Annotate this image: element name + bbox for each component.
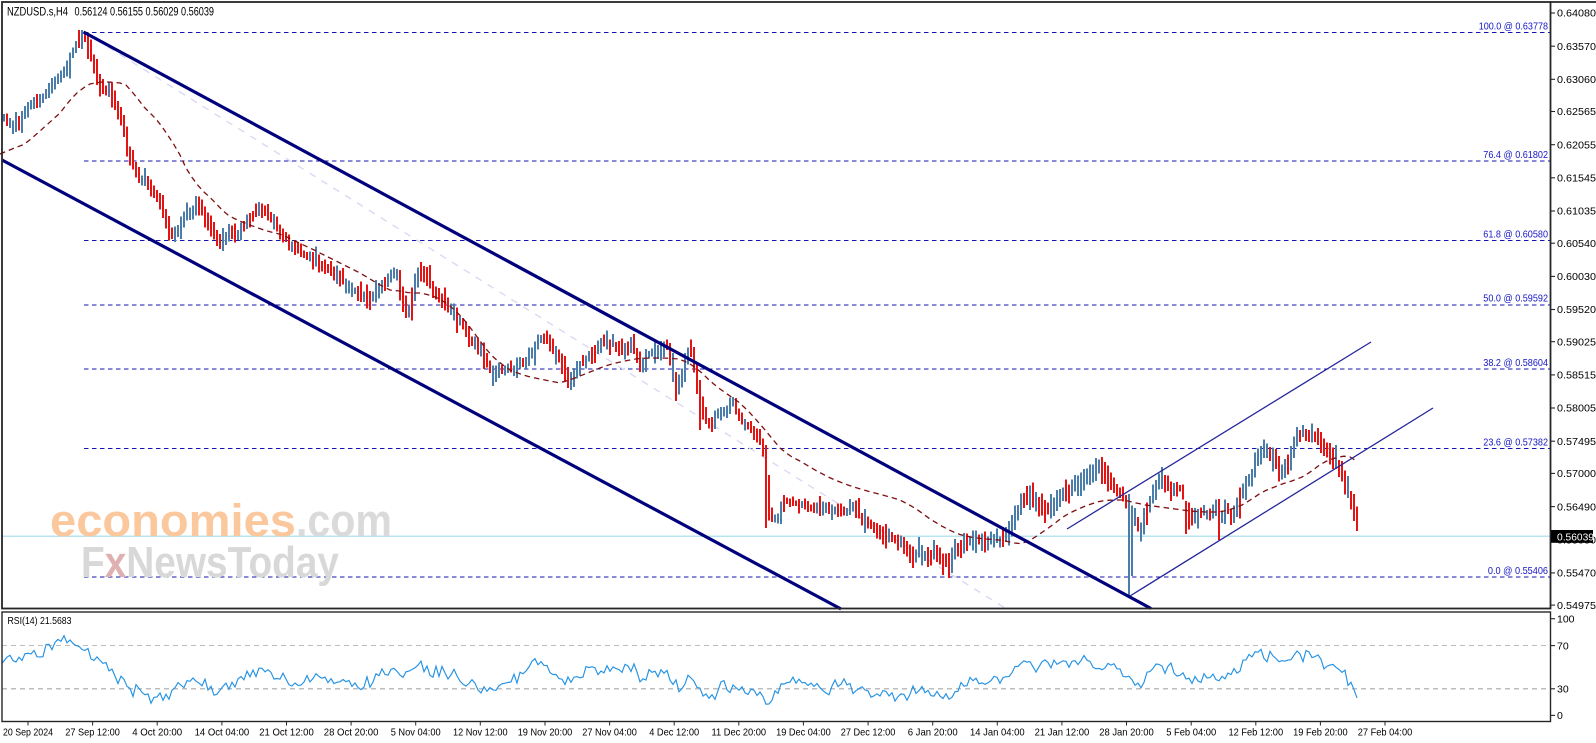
svg-text:0.58005: 0.58005 — [1557, 403, 1596, 415]
svg-text:economies: economies — [50, 495, 296, 546]
svg-text:28 Oct 20:00: 28 Oct 20:00 — [324, 727, 379, 739]
svg-text:61.8 @ 0.60580: 61.8 @ 0.60580 — [1483, 228, 1548, 240]
svg-text:0.61035: 0.61035 — [1557, 206, 1596, 218]
svg-text:100: 100 — [1557, 613, 1575, 625]
svg-text:27 Nov 04:00: 27 Nov 04:00 — [582, 727, 637, 739]
svg-text:27 Sep 12:00: 27 Sep 12:00 — [65, 727, 120, 739]
svg-text:0.64080: 0.64080 — [1557, 8, 1596, 20]
svg-text:14 Jan 04:00: 14 Jan 04:00 — [970, 727, 1025, 739]
svg-text:0.58515: 0.58515 — [1557, 370, 1596, 382]
svg-text:0.56490: 0.56490 — [1557, 501, 1596, 513]
svg-text:23.6 @ 0.57382: 23.6 @ 0.57382 — [1483, 436, 1548, 448]
svg-text:0.57000: 0.57000 — [1557, 468, 1596, 480]
svg-text:21 Oct 12:00: 21 Oct 12:00 — [259, 727, 314, 739]
svg-text:5 Nov 04:00: 5 Nov 04:00 — [391, 727, 441, 739]
svg-text:6 Jan 20:00: 6 Jan 20:00 — [908, 727, 958, 739]
svg-text:0.62055: 0.62055 — [1557, 139, 1596, 151]
svg-text:0.57495: 0.57495 — [1557, 436, 1596, 448]
svg-text:0.60030: 0.60030 — [1557, 271, 1596, 283]
svg-text:12 Nov 12:00: 12 Nov 12:00 — [453, 727, 508, 739]
svg-text:27 Feb 04:00: 27 Feb 04:00 — [1358, 727, 1413, 739]
svg-text:0.63060: 0.63060 — [1557, 74, 1596, 86]
svg-text:4 Oct 20:00: 4 Oct 20:00 — [132, 727, 182, 739]
svg-text:0.54975: 0.54975 — [1557, 600, 1596, 612]
svg-text:100.0 @ 0.63778: 100.0 @ 0.63778 — [1479, 20, 1548, 32]
svg-text:0: 0 — [1557, 710, 1563, 722]
svg-text:0.61545: 0.61545 — [1557, 173, 1596, 185]
svg-text:11 Dec 20:00: 11 Dec 20:00 — [712, 727, 767, 739]
svg-text:14 Oct 04:00: 14 Oct 04:00 — [195, 727, 250, 739]
svg-text:0.63570: 0.63570 — [1557, 41, 1596, 53]
svg-text:0.59520: 0.59520 — [1557, 304, 1596, 316]
svg-text:27 Dec 12:00: 27 Dec 12:00 — [841, 727, 896, 739]
svg-text:21 Jan 12:00: 21 Jan 12:00 — [1035, 727, 1090, 739]
svg-text:12 Feb 12:00: 12 Feb 12:00 — [1229, 727, 1284, 739]
svg-text:.com: .com — [296, 495, 392, 546]
svg-text:19 Dec 04:00: 19 Dec 04:00 — [776, 727, 831, 739]
svg-text:0.0 @ 0.55406: 0.0 @ 0.55406 — [1488, 565, 1548, 577]
svg-text:4 Dec 12:00: 4 Dec 12:00 — [649, 727, 699, 739]
svg-text:0.56124 0.56155 0.56029 0.5603: 0.56124 0.56155 0.56029 0.56039 — [75, 7, 215, 19]
svg-text:5 Feb 04:00: 5 Feb 04:00 — [1166, 727, 1216, 739]
svg-text:NZDUSD.s,H4: NZDUSD.s,H4 — [7, 7, 68, 19]
svg-text:19 Nov 20:00: 19 Nov 20:00 — [518, 727, 573, 739]
svg-text:76.4 @ 0.61802: 76.4 @ 0.61802 — [1483, 149, 1548, 161]
svg-text:FxNewsToday: FxNewsToday — [81, 538, 339, 587]
svg-text:19 Feb 20:00: 19 Feb 20:00 — [1293, 727, 1348, 739]
svg-text:0.60540: 0.60540 — [1557, 238, 1596, 250]
svg-text:0.59025: 0.59025 — [1557, 336, 1596, 348]
svg-text:30: 30 — [1557, 684, 1569, 696]
svg-text:RSI(14) 21.5683: RSI(14) 21.5683 — [8, 615, 72, 627]
svg-text:20 Sep 2024: 20 Sep 2024 — [3, 727, 53, 739]
svg-text:28 Jan 20:00: 28 Jan 20:00 — [1099, 727, 1154, 739]
svg-text:0.55470: 0.55470 — [1557, 568, 1596, 580]
svg-text:0.56039: 0.56039 — [1557, 531, 1594, 543]
svg-text:50.0 @ 0.59592: 50.0 @ 0.59592 — [1483, 293, 1548, 305]
svg-text:38.2 @ 0.58604: 38.2 @ 0.58604 — [1483, 357, 1548, 369]
svg-text:0.62565: 0.62565 — [1557, 106, 1596, 118]
svg-text:70: 70 — [1557, 640, 1569, 652]
